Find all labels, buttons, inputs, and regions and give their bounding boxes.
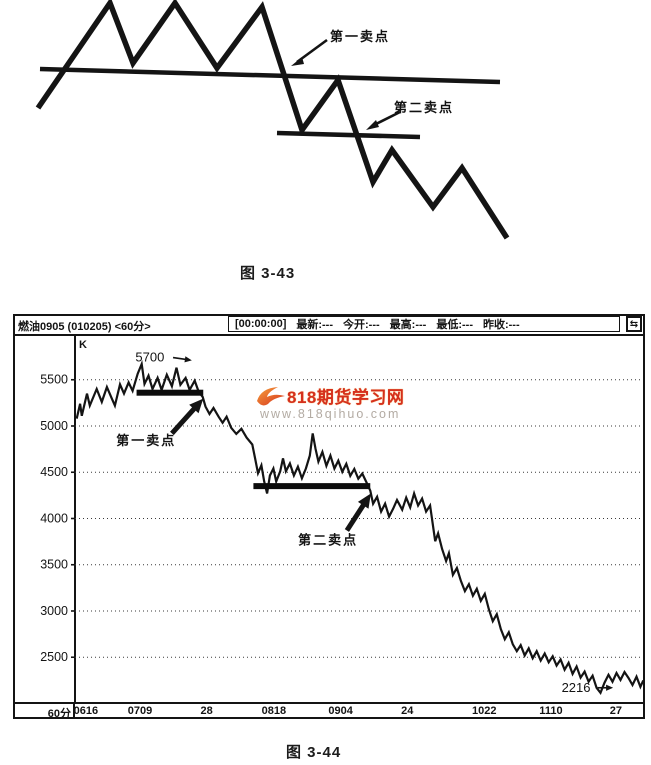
support-bar <box>136 389 204 396</box>
quote-last: 最新:--- <box>296 319 334 331</box>
second-sell-arrow <box>366 110 401 130</box>
quote-low: 最低:--- <box>436 319 473 331</box>
x-tick-label: 1022 <box>472 705 497 717</box>
second-sell-point-label: 第二卖点 <box>394 100 455 115</box>
quote-high: 最高:--- <box>389 319 427 331</box>
y-tick-label: 3500 <box>40 558 68 572</box>
y-tick-label: 5500 <box>40 373 68 387</box>
first-sell-arrow-head <box>189 398 204 414</box>
scroll-button[interactable]: ⇆ <box>626 316 642 332</box>
support-bar <box>253 483 371 490</box>
low-label-label: 2216 <box>562 680 591 695</box>
first-sell-arrow <box>170 405 198 436</box>
quote-open: 今开:--- <box>343 319 380 331</box>
x-tick-label: 24 <box>401 705 414 717</box>
figure-3-44-caption: 图 3-44 <box>286 744 342 761</box>
x-tick-label: 0709 <box>127 705 153 717</box>
period-cell: 60分 <box>47 708 71 720</box>
x-tick-label: 1110 <box>539 705 563 717</box>
quote-prev-close: 昨收:--- <box>482 319 520 331</box>
x-tick-label: 0904 <box>328 705 353 717</box>
quote-bar: [00:00:00] 最新:--- 今开:--- 最高:--- 最低:--- 昨… <box>228 316 620 332</box>
price-line <box>75 359 643 695</box>
price-plot: 5500 5000 4500 4000 3500 3000 2500 K 5700 第一卖点第二卖… <box>40 336 643 702</box>
high-label-label: 5700 <box>135 350 164 365</box>
plot-area: 5500 5000 4500 4000 3500 3000 2500 K 5700 第一卖点第二卖… <box>15 336 643 702</box>
cycle-arrow-icon: ⇆ <box>629 318 639 330</box>
chart-window: 燃油0905 (010205) <60分> [00:00:00] 最新:--- … <box>13 314 645 720</box>
second-sell-label: 第二卖点 <box>298 533 358 548</box>
y-tick-label: 5000 <box>40 419 68 433</box>
chart-header: 燃油0905 (010205) <60分> [00:00:00] 最新:--- … <box>15 316 643 336</box>
high-label-arrow <box>172 356 188 361</box>
x-tick-label: 27 <box>609 705 623 717</box>
clock: [00:00:00] <box>235 318 287 330</box>
x-tick-label: 0616 <box>73 705 99 717</box>
y-tick-label: 3000 <box>40 604 68 618</box>
second-support-line <box>276 130 421 140</box>
y-tick-label: 4500 <box>40 465 68 479</box>
figure-3-43-caption: 图 3-43 <box>240 265 296 282</box>
y-tick-label: 2500 <box>40 650 68 664</box>
time-axis-row: 60分 0616 0709 28 0818 0904 24 1022 1110 27 <box>15 702 643 720</box>
zigzag-trend-line <box>35 0 510 240</box>
axis-stub <box>73 704 75 719</box>
first-support-line <box>39 66 501 85</box>
second-sell-arrow <box>344 502 367 532</box>
figure-3-43: 第一卖点 第二卖点 <box>0 0 651 258</box>
x-tick-label: 28 <box>200 705 213 717</box>
high-label-arrow-head <box>184 356 192 363</box>
chart-title: 燃油0905 (010205) <60分> <box>18 321 151 333</box>
low-label-arrow-head <box>606 684 614 691</box>
y-tick-label: 4000 <box>40 511 68 525</box>
k-indicator-label: K <box>79 339 87 351</box>
first-sell-point-label: 第一卖点 <box>330 29 391 44</box>
first-sell-arrow <box>291 38 328 66</box>
second-sell-arrow-head <box>357 493 371 509</box>
x-tick-label: 0818 <box>261 705 287 717</box>
first-sell-label: 第一卖点 <box>116 433 176 448</box>
trend-diagram-drawing <box>35 0 510 240</box>
